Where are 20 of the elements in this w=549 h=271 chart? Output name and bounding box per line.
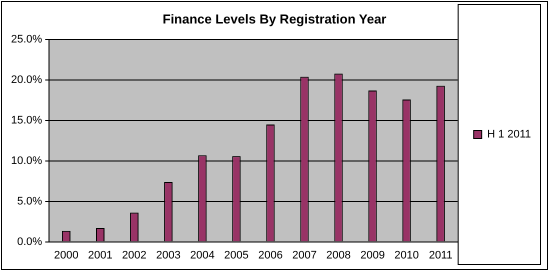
x-tick-label: 2011 [428, 249, 452, 262]
y-tick-label: 25.0% [10, 34, 42, 46]
x-tick-label: 2003 [156, 249, 181, 262]
y-tick-label: 20.0% [10, 74, 42, 86]
x-tick-label: 2007 [292, 249, 317, 262]
y-tick-label: 15.0% [10, 114, 42, 127]
legend-label: H 1 2011 [487, 128, 531, 141]
x-tick-label: 2002 [122, 249, 147, 262]
x-tick-label: 2006 [258, 249, 283, 262]
x-tick-label: 2005 [224, 249, 249, 262]
x-tick-label: 2001 [88, 249, 112, 262]
chart-title: Finance Levels By Registration Year [162, 11, 386, 26]
y-tick-label: 0.0% [17, 236, 42, 248]
x-tick-label: 2009 [360, 249, 385, 262]
y-tick-label: 10.0% [10, 154, 42, 167]
x-tick-label: 2010 [394, 249, 419, 262]
x-tick-label: 2000 [54, 249, 78, 262]
y-tick-label: 5.0% [17, 195, 42, 208]
x-tick-label: 2008 [326, 249, 351, 262]
x-tick-label: 2004 [190, 249, 215, 262]
